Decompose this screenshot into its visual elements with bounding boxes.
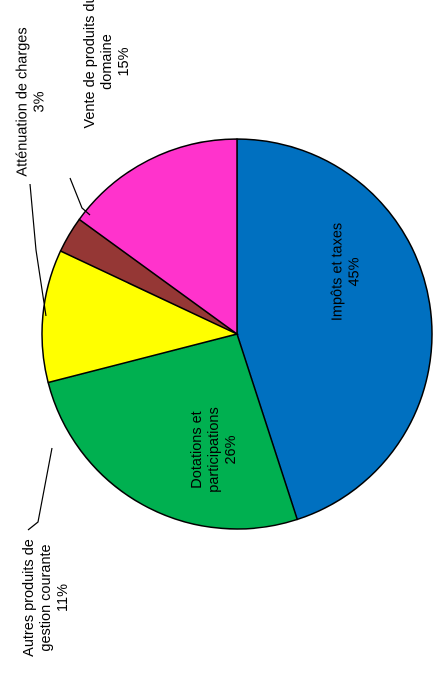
slice-label-group: Atténuation de charges 3%	[15, 27, 48, 176]
label-leader-lines	[27, 177, 91, 531]
slice-name-label: participations	[206, 407, 222, 492]
slice-labels: Impôts et taxes 45% Dotations et participat…	[15, 0, 363, 657]
slice-percent-label: 15%	[116, 47, 132, 76]
slice-name-label: Atténuation de charges	[15, 27, 31, 176]
slice-percent-label: 11%	[55, 584, 71, 612]
pie-slices	[41, 138, 433, 530]
slice-percent-label: 3%	[32, 91, 48, 112]
slice-label-group: Vente de produits du domaine 15%	[82, 0, 132, 129]
pie-slice-impots-et-taxes	[236, 138, 433, 521]
leader-line	[69, 177, 91, 216]
leader-line	[27, 447, 53, 531]
slice-name-label: Vente de produits du	[82, 0, 98, 129]
slice-name-label: Dotations et	[189, 411, 205, 488]
slice-label-group: Impôts et taxes 45%	[330, 223, 363, 321]
pie-slice-dotations-et-participations	[47, 333, 299, 530]
leader-line	[29, 183, 47, 317]
slice-name-label: Impôts et taxes	[330, 223, 346, 321]
pie-slice-vente-de-produits-du-domaine	[78, 138, 238, 336]
slice-label-group: Dotations et participations 26%	[189, 407, 239, 492]
slice-percent-label: 45%	[347, 257, 363, 286]
slice-name-label: domaine	[99, 34, 115, 90]
slice-name-label: Autres produits de	[21, 539, 37, 657]
slice-name-label: gestion courante	[38, 544, 54, 651]
pie-slice-autres-produits-de-gestion-courante	[41, 249, 240, 384]
slice-percent-label: 26%	[223, 435, 239, 464]
slice-label-group: Autres produits de gestion courante 11%	[21, 539, 71, 657]
